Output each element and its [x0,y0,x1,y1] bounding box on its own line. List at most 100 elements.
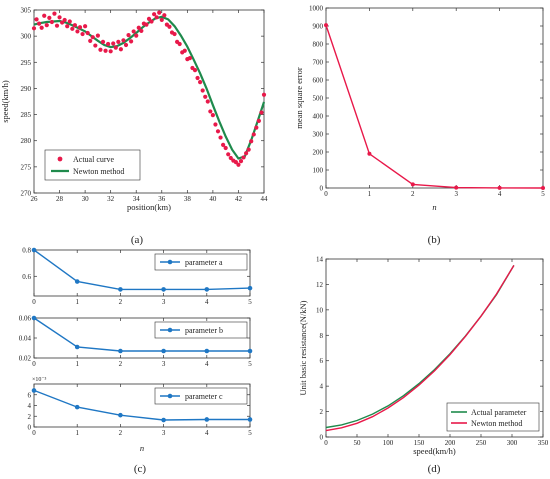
x-tick-label-b: 4 [498,190,502,198]
y-tick-label-a: 270 [21,190,32,198]
data-point-actual-curve [226,152,231,157]
y-tick-label-b: 900 [313,23,324,31]
y-tick-label-a: 290 [21,85,32,93]
data-point-parameter-b [204,348,210,354]
data-point-actual-curve [113,45,118,50]
x-axis-label-c3: n [140,443,144,453]
data-point-actual-curve [65,24,70,29]
data-point-parameter-c [161,417,166,423]
x-tick-label-a: 30 [82,195,90,203]
data-point-actual-curve [75,29,80,34]
data-point-actual-curve [249,139,254,144]
data-point-parameter-b [161,348,166,354]
data-point-actual-curve [195,75,200,81]
legend-marker-c3 [167,393,173,399]
legend-label-actual-curve: Actual curve [73,155,115,164]
x-axis-label-b: n [432,202,436,212]
x-tick-label-c1: 3 [162,298,166,306]
data-point-actual-curve [244,151,249,156]
data-point-actual-curve [256,118,261,123]
x-tick-label-c3: 5 [248,429,252,437]
legend-box-c3 [154,387,248,405]
x-tick-label-c3: 3 [162,429,166,437]
data-point-actual-curve [88,38,93,43]
data-point-parameter-a [161,287,166,292]
data-point-actual-curve [103,48,108,53]
series-line-newton-method [33,15,266,160]
data-point-actual-curve [213,122,218,127]
data-point-parameter-a [118,287,123,292]
plot-frame-d [325,258,544,438]
y-tick-label-a: 285 [21,111,32,119]
data-point-actual-curve [77,25,83,30]
data-point-actual-curve [57,15,62,20]
legend-label-c3: parameter c [185,392,223,401]
y-tick-label-b: 400 [313,113,324,121]
x-tick-label-b: 2 [411,190,415,198]
legend-label-newton-method: Newton method [73,167,124,176]
y-tick-label-b: 300 [313,131,324,139]
plot-frame-b [325,7,544,189]
y-tick-label-b: 100 [313,167,324,175]
data-point-actual-curve [60,20,65,25]
data-point-actual-curve [129,39,134,44]
x-tick-label-d: 50 [354,439,362,447]
x-tick-label-a: 34 [133,195,141,203]
y-tick-label-d: 14 [316,256,324,264]
data-point-actual-curve [218,135,223,140]
data-point-parameter-c [31,388,37,393]
x-tick-label-b: 0 [324,190,328,198]
data-point-actual-curve [215,129,221,134]
data-point-actual-curve [90,35,95,40]
axis-multiplier-c3: ×10⁻³ [32,377,47,383]
data-point-parameter-b [247,348,253,354]
legend-box-d [446,402,540,432]
x-tick-label-b: 3 [454,190,458,198]
x-tick-label-b: 1 [368,190,372,198]
data-point-actual-curve [223,145,228,151]
data-point-parameter-c [247,417,253,422]
data-point-actual-curve [172,31,177,37]
x-tick-label-c2: 3 [162,360,166,368]
y-tick-label-b: 700 [313,59,324,67]
x-tick-label-d: 300 [507,439,518,447]
legend-marker-c2 [167,327,173,333]
data-point-actual-curve [200,88,205,93]
x-tick-label-c3: 0 [32,429,36,437]
data-point-actual-curve [42,13,47,18]
data-point-actual-curve [146,16,152,21]
data-point-parameter-a [204,287,210,292]
x-tick-label-c2: 4 [205,360,209,368]
data-point-mse [497,185,502,190]
data-point-actual-curve [246,147,251,152]
y-tick-label-a: 305 [21,7,32,15]
x-tick-label-d: 200 [445,439,456,447]
data-point-parameter-a [74,279,80,284]
x-tick-label-c1: 0 [32,298,36,306]
y-tick-label-d: 10 [316,306,324,314]
x-tick-label-c2: 5 [248,360,252,368]
legend-label-c2: parameter b [185,326,223,335]
data-point-actual-curve [111,41,116,46]
x-tick-label-a: 38 [184,195,192,203]
legend-marker-c1 [167,259,173,265]
y-axis-label-b: mean square error [294,67,304,129]
y-tick-label-a: 295 [21,59,32,67]
data-point-parameter-c [204,417,210,422]
y-tick-label-b: 500 [313,95,324,103]
data-point-actual-curve [98,47,103,52]
data-point-actual-curve [54,23,60,28]
data-point-actual-curve [192,68,198,73]
data-point-mse [454,185,459,190]
data-point-actual-curve [52,11,57,16]
charts-layer: 26 28 30 32 34 36 38 40 42 4427027528028529029530… [0,5,549,457]
data-point-actual-curve [31,26,37,31]
x-tick-label-c3: 2 [119,429,123,437]
data-point-actual-curve [157,10,162,15]
data-point-actual-curve [144,22,149,27]
data-point-mse [541,185,545,190]
data-point-actual-curve [241,155,246,160]
y-tick-label-b: 1000 [309,5,324,13]
data-point-actual-curve [154,15,159,20]
data-point-actual-curve [95,33,100,38]
